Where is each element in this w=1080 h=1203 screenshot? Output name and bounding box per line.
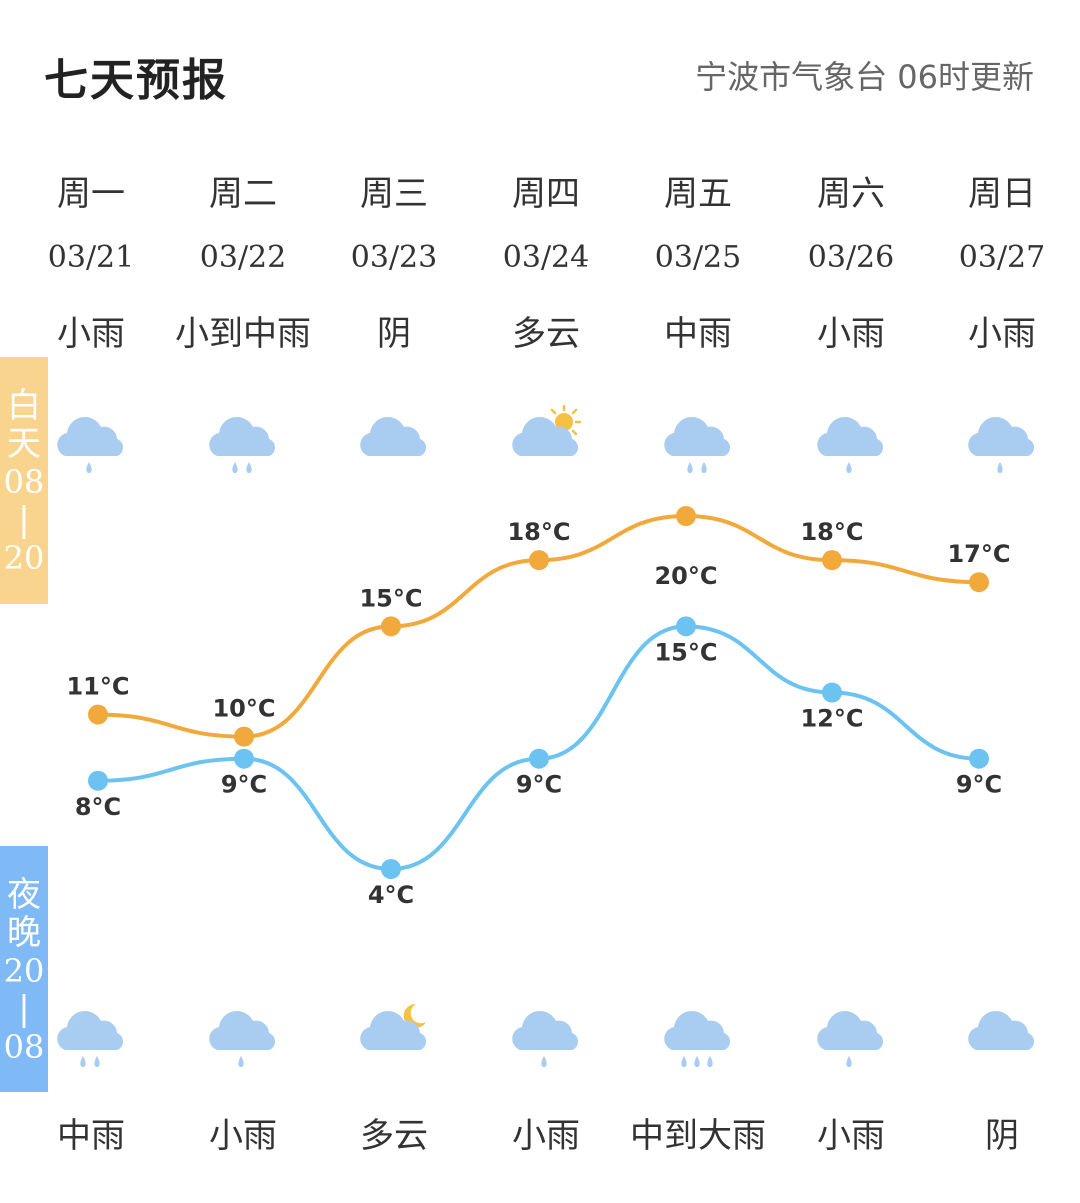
night-badge-char: 夜 [7,875,41,915]
high-temp-label: 20°C [654,562,717,590]
night-condition: 中到大雨 [630,1116,766,1156]
day-condition: 小到中雨 [175,314,311,354]
light-rain-icon [811,400,891,484]
night-condition: 多云 [360,1116,428,1156]
low-temp-point [969,748,989,769]
high-temp-point [234,726,254,747]
date-label: 03/27 [958,240,1046,275]
weekday-label: 周六 [817,174,885,214]
day-condition: 中雨 [664,314,732,354]
high-temp-label: 18°C [507,518,570,546]
moderate-rain-icon [203,400,283,484]
night-condition: 小雨 [817,1116,885,1156]
weekday-label: 周日 [968,174,1036,214]
weekday-label: 周一 [57,174,125,214]
daytime-badge-start: 08 [3,463,45,501]
low-temp-label: 15°C [654,638,717,666]
light-rain-icon [51,400,131,484]
low-temp-line [97,624,980,872]
high-temp-point [822,550,842,571]
high-temp-label: 18°C [800,518,863,546]
partly-cloudy-night-icon [354,994,434,1078]
update-source: 宁波市气象台 06时更新 [695,58,1034,96]
date-label: 03/25 [654,240,742,275]
light-rain-icon [811,994,891,1078]
night-badge-char: 晚 [7,913,41,953]
date-label: 03/24 [502,240,590,275]
low-temp-point [234,748,254,769]
date-label: 03/22 [199,240,287,275]
overcast-icon [354,400,434,484]
day-condition: 小雨 [968,314,1036,354]
day-condition: 阴 [377,314,411,354]
day-condition: 小雨 [817,314,885,354]
night-badge-start: 20 [3,952,45,990]
low-temp-label: 9°C [221,771,267,799]
low-temp-label: 8°C [75,793,121,821]
night-badge: 夜 晚 20 | 08 [0,846,48,1092]
night-condition: 小雨 [512,1116,580,1156]
low-temp-label: 9°C [956,771,1002,799]
low-temp-point [381,859,401,879]
weekday-label: 周四 [512,174,580,214]
night-condition: 中雨 [57,1116,125,1156]
page-title: 七天预报 [44,55,228,106]
low-temp-point [88,770,108,791]
daytime-badge-char: 天 [7,424,41,464]
high-temp-label: 15°C [359,584,422,612]
day-condition: 多云 [512,314,580,354]
high-temp-point [529,550,549,571]
high-temp-point [969,572,989,593]
light-rain-icon [506,994,586,1078]
high-temp-point [88,704,108,725]
overcast-icon [962,994,1042,1078]
weekday-label: 周二 [209,174,277,214]
high-temp-label: 17°C [947,540,1010,568]
high-temp-label: 11°C [66,673,129,701]
daytime-badge-char: 白 [7,386,41,426]
moderate-rain-icon [658,400,738,484]
date-label: 03/23 [350,240,438,275]
night-condition: 阴 [985,1116,1019,1156]
low-temp-point [676,616,696,637]
weekday-label: 周五 [664,174,732,214]
high-temp-label: 10°C [212,695,275,723]
low-temp-label: 4°C [368,881,414,909]
weekday-label: 周三 [360,174,428,214]
low-temp-point [529,748,549,769]
heavy-rain-icon [658,994,738,1078]
light-rain-icon [203,994,283,1078]
low-temp-label: 12°C [800,705,863,733]
night-condition: 小雨 [209,1116,277,1156]
night-badge-sep: | [18,989,30,1029]
date-label: 03/21 [47,240,135,275]
daytime-badge-sep: | [18,500,30,540]
moderate-rain-icon [51,994,131,1078]
daytime-badge: 白 天 08 | 20 [0,357,48,604]
night-badge-end: 08 [3,1028,45,1066]
daytime-badge-end: 20 [3,539,45,577]
high-temp-point [381,616,401,637]
partly-cloudy-day-icon [506,400,586,484]
light-rain-icon [962,400,1042,484]
high-temp-point [676,506,696,526]
low-temp-point [822,682,842,703]
date-label: 03/26 [807,240,895,275]
day-condition: 小雨 [57,314,125,354]
low-temp-label: 9°C [516,771,562,799]
